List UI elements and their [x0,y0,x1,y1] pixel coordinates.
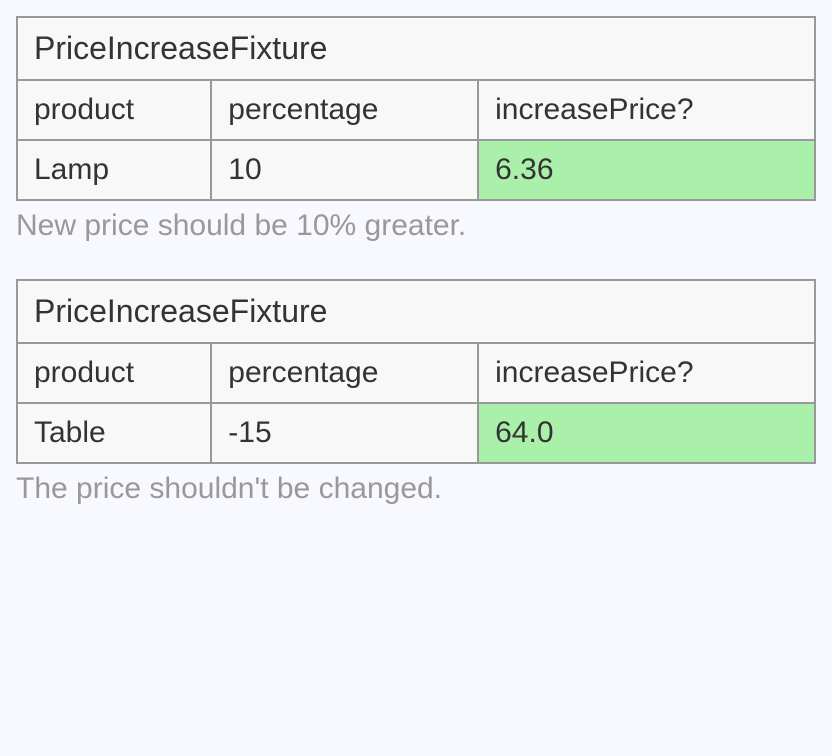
col-product: product [17,80,211,140]
fixture-title: PriceIncreaseFixture [17,17,815,80]
table-row: Lamp 10 6.36 [17,140,815,200]
cell-percentage: 10 [211,140,478,200]
fixture-title: PriceIncreaseFixture [17,280,815,343]
col-percentage: percentage [211,80,478,140]
fixture-table-1: PriceIncreaseFixture product percentage … [16,16,816,201]
col-product: product [17,343,211,403]
fixture-caption: New price should be 10% greater. [16,209,816,243]
cell-increaseprice-result: 6.36 [478,140,815,200]
fixture-caption: The price shouldn't be changed. [16,472,816,506]
cell-increaseprice-result: 64.0 [478,403,815,463]
col-increaseprice: increasePrice? [478,343,815,403]
table-row: Table -15 64.0 [17,403,815,463]
col-increaseprice: increasePrice? [478,80,815,140]
cell-product: Lamp [17,140,211,200]
cell-percentage: -15 [211,403,478,463]
fixture-table-2: PriceIncreaseFixture product percentage … [16,279,816,464]
col-percentage: percentage [211,343,478,403]
column-header-row: product percentage increasePrice? [17,80,815,140]
cell-product: Table [17,403,211,463]
column-header-row: product percentage increasePrice? [17,343,815,403]
